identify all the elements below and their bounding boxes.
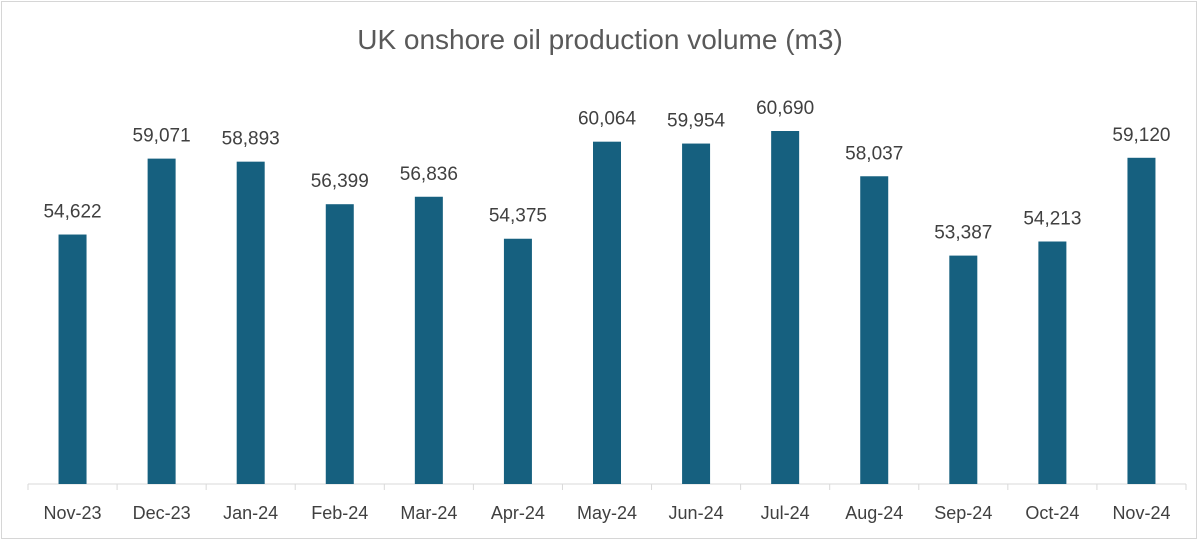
data-label-may-24: 60,064 bbox=[578, 109, 637, 130]
data-label-aug-24: 58,037 bbox=[845, 143, 903, 164]
bar-mar-24 bbox=[414, 196, 443, 484]
bar-aug-24 bbox=[860, 176, 889, 484]
data-label-nov-23: 54,622 bbox=[43, 202, 101, 223]
x-tick-label-mar-24: Mar-24 bbox=[400, 503, 457, 523]
x-tick-label-sep-24: Sep-24 bbox=[934, 503, 992, 523]
chart-title: UK onshore oil production volume (m3) bbox=[357, 24, 843, 55]
data-label-sep-24: 53,387 bbox=[934, 223, 992, 244]
data-label-jun-24: 59,954 bbox=[667, 111, 726, 132]
bar-nov-24 bbox=[1127, 157, 1156, 484]
data-label-nov-24: 59,120 bbox=[1112, 125, 1170, 146]
x-tick-label-jul-24: Jul-24 bbox=[761, 503, 810, 523]
x-tick-label-dec-23: Dec-23 bbox=[133, 503, 191, 523]
x-tick-label-jan-24: Jan-24 bbox=[223, 503, 278, 523]
x-tick-label-feb-24: Feb-24 bbox=[311, 503, 368, 523]
data-label-oct-24: 54,213 bbox=[1023, 209, 1081, 230]
bar-feb-24 bbox=[325, 204, 354, 484]
bar-may-24 bbox=[593, 141, 621, 484]
x-tick-label-aug-24: Aug-24 bbox=[845, 503, 903, 523]
x-tick-label-may-24: May-24 bbox=[577, 503, 637, 523]
bar-apr-24 bbox=[503, 238, 532, 484]
x-tick-label-nov-24: Nov-24 bbox=[1112, 503, 1170, 523]
data-label-apr-24: 54,375 bbox=[489, 206, 547, 227]
bar-nov-23 bbox=[58, 234, 87, 484]
x-tick-label-apr-24: Apr-24 bbox=[491, 503, 545, 523]
x-tick-label-nov-23: Nov-23 bbox=[44, 503, 102, 523]
bar-oct-24 bbox=[1038, 241, 1067, 484]
bar-jan-24 bbox=[236, 161, 265, 484]
bar-jul-24 bbox=[771, 131, 800, 484]
data-label-mar-24: 56,836 bbox=[400, 164, 458, 185]
bar-jun-24 bbox=[682, 143, 711, 484]
data-label-feb-24: 56,399 bbox=[311, 171, 369, 192]
bar-sep-24 bbox=[949, 255, 978, 484]
x-tick-label-oct-24: Oct-24 bbox=[1025, 503, 1079, 523]
data-label-jul-24: 60,690 bbox=[756, 98, 814, 119]
data-label-jan-24: 58,893 bbox=[222, 129, 280, 150]
x-tick-label-jun-24: Jun-24 bbox=[669, 503, 724, 523]
data-label-dec-23: 59,071 bbox=[133, 126, 191, 147]
bar-dec-23 bbox=[147, 158, 176, 484]
